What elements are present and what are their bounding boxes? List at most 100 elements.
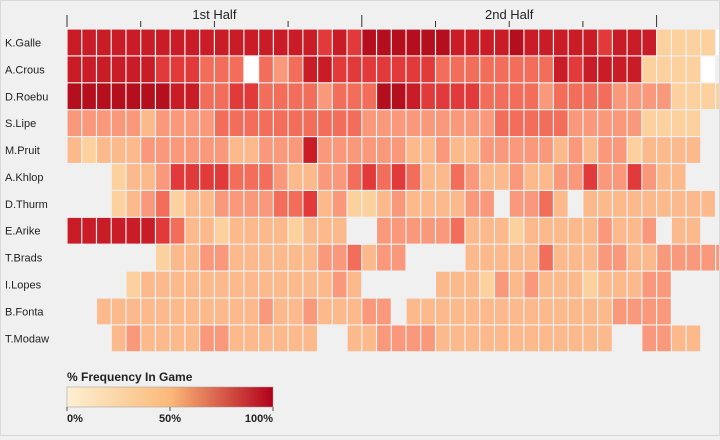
heatmap-cell (215, 29, 229, 56)
heatmap-cell (509, 217, 524, 244)
heatmap-cell (509, 298, 524, 325)
heatmap-cell (111, 325, 126, 352)
row-label: T.Brads (5, 253, 43, 265)
heatmap-cell (200, 83, 214, 110)
heatmap-cell (583, 217, 598, 244)
heatmap-cell (686, 137, 701, 163)
heatmap-cell (111, 164, 126, 190)
heatmap-cell (82, 83, 96, 110)
heatmap-cell (170, 110, 185, 136)
heatmap-cell (539, 325, 553, 352)
heatmap-cell (273, 83, 288, 110)
heatmap-cell (391, 137, 406, 163)
heatmap-cell (377, 137, 391, 163)
heatmap-cell (244, 110, 259, 136)
heatmap-cell (465, 325, 480, 352)
heatmap-cell (126, 56, 141, 83)
heatmap-cell (185, 29, 200, 56)
heatmap-cell (701, 244, 715, 271)
heatmap-cell (200, 164, 214, 190)
heatmap-cell (229, 29, 244, 56)
heatmap-cell (215, 271, 229, 298)
heatmap-cell (686, 325, 701, 352)
heatmap-cell (391, 244, 406, 271)
heatmap-cell (554, 110, 568, 136)
heatmap-cell (229, 298, 244, 325)
heatmap-cell (126, 137, 141, 163)
heatmap-cell (244, 164, 259, 190)
heatmap-cell (332, 191, 347, 217)
heatmap-cell (465, 298, 480, 325)
heatmap-cell (598, 110, 612, 136)
legend-tick-label: 0% (67, 413, 83, 425)
heatmap-cell (362, 110, 376, 136)
heatmap-cell (215, 110, 229, 136)
heatmap-cell (406, 191, 421, 217)
heatmap-cell (539, 298, 553, 325)
heatmap-cell (598, 83, 612, 110)
heatmap-cell (259, 110, 273, 136)
heatmap-cell (701, 191, 715, 217)
heatmap-cell (612, 271, 627, 298)
heatmap-cell (318, 56, 332, 83)
heatmap-cell (495, 271, 509, 298)
heatmap-cell (450, 56, 465, 83)
heatmap-cell (450, 298, 465, 325)
heatmap-cell (362, 164, 376, 190)
row-label: E.Arike (5, 226, 40, 238)
heatmap-cell (303, 244, 317, 271)
heatmap-cell (126, 83, 141, 110)
heatmap-cell (495, 244, 509, 271)
heatmap-cell (642, 191, 656, 217)
heatmap-cell (583, 298, 598, 325)
heatmap-cell (377, 325, 391, 352)
heatmap-cell (671, 29, 686, 56)
heatmap-cell (377, 191, 391, 217)
heatmap-cell (200, 271, 214, 298)
heatmap-cell (126, 164, 141, 190)
heatmap-cell (436, 191, 450, 217)
heatmap-cell (554, 56, 568, 83)
heatmap-cell (273, 325, 288, 352)
heatmap-cell (377, 83, 391, 110)
heatmap-cell (377, 244, 391, 271)
heatmap-cell (436, 29, 450, 56)
heatmap-cell (288, 56, 303, 83)
heatmap-cell (642, 217, 656, 244)
heatmap-cell (229, 217, 244, 244)
heatmap-cell (67, 137, 82, 163)
heatmap-cell (170, 325, 185, 352)
heatmap-cell (686, 191, 701, 217)
heatmap-cell (288, 137, 303, 163)
heatmap-cell (141, 83, 155, 110)
heatmap-cell (539, 137, 553, 163)
heatmap-cell (465, 137, 480, 163)
heatmap-cell (259, 137, 273, 163)
heatmap-cell (701, 56, 715, 83)
heatmap-cell (185, 137, 200, 163)
heatmap-cell (657, 110, 671, 136)
heatmap-cell (318, 29, 332, 56)
heatmap-cell (111, 83, 126, 110)
heatmap-cell (185, 110, 200, 136)
heatmap-cell (568, 83, 583, 110)
heatmap-cell (627, 56, 642, 83)
heatmap-cell (568, 325, 583, 352)
heatmap-cell (67, 29, 82, 56)
heatmap-cell (156, 83, 170, 110)
heatmap-cell (612, 83, 627, 110)
heatmap-cell (465, 56, 480, 83)
heatmap-cell (465, 83, 480, 110)
heatmap-cell (642, 271, 656, 298)
heatmap-cell (436, 325, 450, 352)
heatmap-cell (273, 29, 288, 56)
heatmap-cell (288, 164, 303, 190)
heatmap-cell (583, 325, 598, 352)
heatmap-cell (288, 83, 303, 110)
heatmap-cell (303, 137, 317, 163)
heatmap-cell (347, 56, 362, 83)
heatmap-cell (229, 325, 244, 352)
heatmap-cell (583, 191, 598, 217)
heatmap-cell (259, 56, 273, 83)
